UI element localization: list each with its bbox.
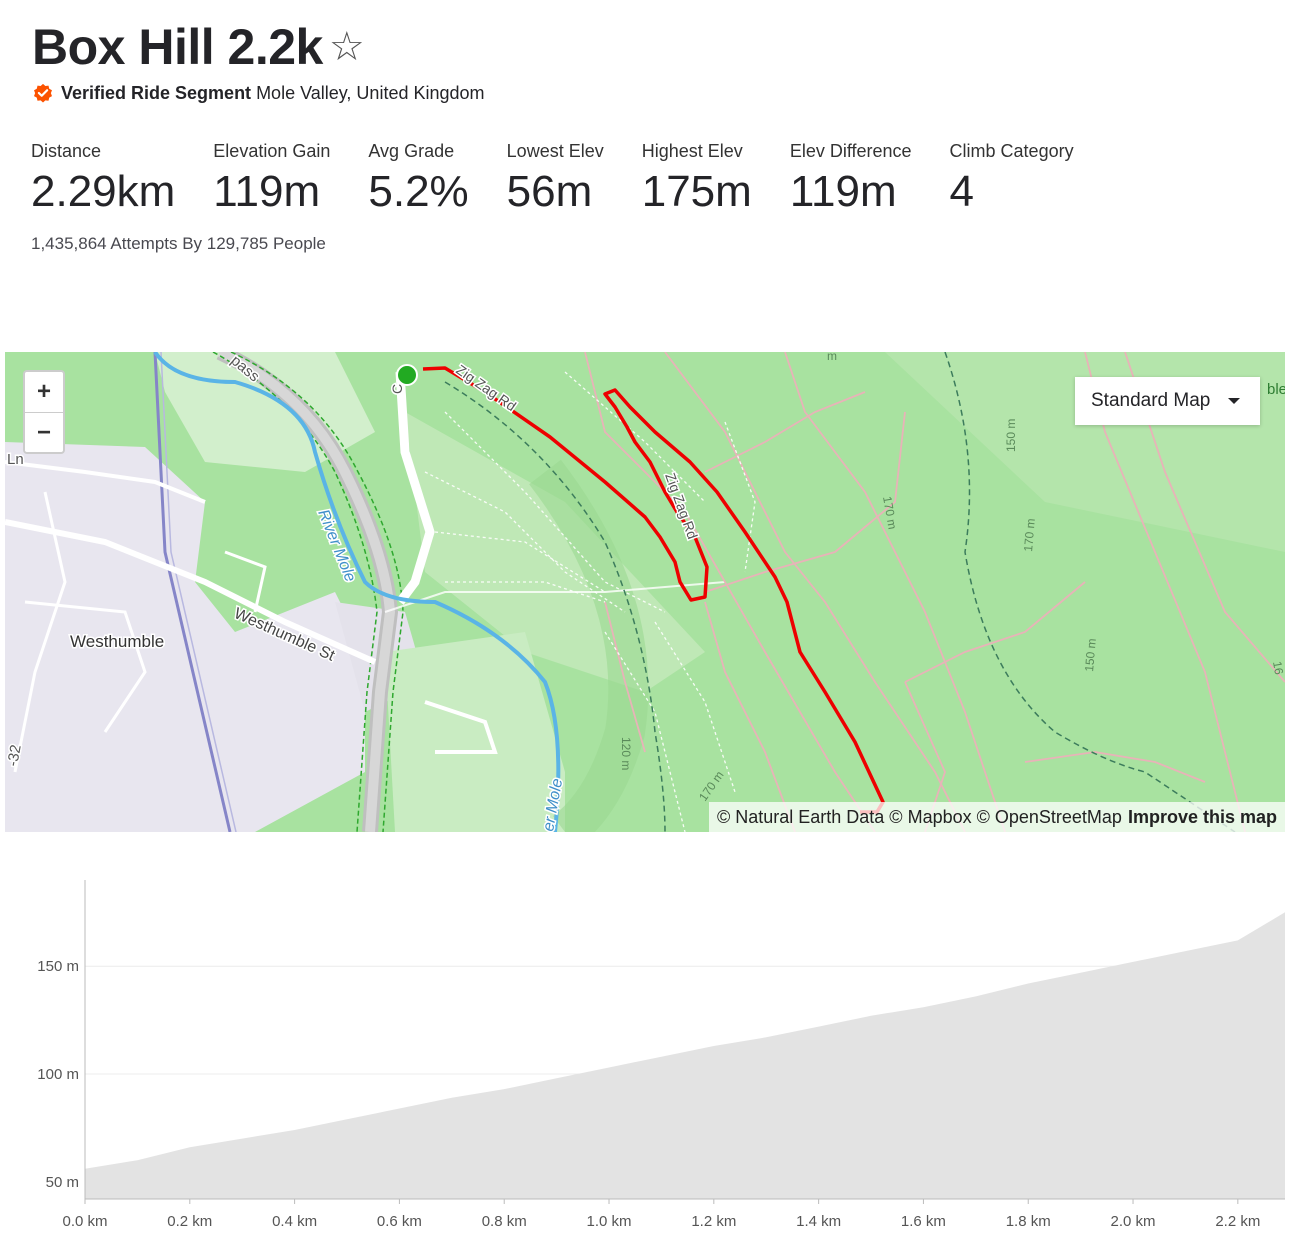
stat-value: 5.2% bbox=[368, 167, 469, 216]
contour-label-150b: 150 m bbox=[1082, 638, 1099, 672]
caret-down-icon bbox=[1228, 398, 1240, 404]
segment-map[interactable]: Westhumble Westhumble St River Mole er M… bbox=[5, 352, 1285, 832]
stat-value: 119m bbox=[789, 167, 897, 216]
stat-label: Climb Category bbox=[949, 141, 1074, 161]
cycle-route-2 bbox=[230, 352, 404, 832]
star-outline-icon[interactable]: ☆ bbox=[328, 25, 365, 69]
stats-row: Distance 2.29km Elevation Gain 119m Avg … bbox=[31, 140, 1112, 218]
stat-highest-elev: Highest Elev 175m bbox=[642, 140, 752, 218]
segment-location: Mole Valley, United Kingdom bbox=[256, 82, 485, 103]
label-road-c: C bbox=[389, 384, 405, 394]
x-tick-label: 0.4 km bbox=[272, 1213, 317, 1230]
contour-label-120: 120 m bbox=[619, 737, 633, 770]
bypass-road-inner bbox=[217, 352, 396, 832]
stat-value: 2.29km bbox=[31, 167, 176, 216]
road-2 bbox=[5, 460, 206, 504]
contour-label-170c: 170 m bbox=[696, 768, 727, 803]
x-tick-label: 1.2 km bbox=[691, 1213, 736, 1230]
zoom-out-button[interactable]: − bbox=[25, 412, 63, 453]
y-tick-label: 50 m bbox=[46, 1174, 79, 1191]
elevation-profile-chart[interactable]: 50 m 100 m 150 m 0.0 km 0.2 km 0.4 km 0.6 km 0.… bbox=[0, 860, 1304, 1252]
zoom-control: + − bbox=[23, 370, 65, 454]
stat-label: Avg Grade bbox=[368, 141, 455, 161]
x-tick-label: 2.2 km bbox=[1215, 1213, 1260, 1230]
stat-label: Elev Difference bbox=[789, 141, 912, 161]
road-6 bbox=[424, 700, 498, 754]
contour-label-m: m bbox=[827, 352, 837, 363]
stat-value: 4 bbox=[949, 167, 975, 216]
y-tick-label: 150 m bbox=[37, 958, 79, 975]
x-tick-label: 1.6 km bbox=[901, 1213, 946, 1230]
title-row: Box Hill 2.2k ☆ bbox=[32, 16, 365, 78]
stat-elevation-gain: Elevation Gain 119m bbox=[213, 140, 330, 218]
label-lane: Ln bbox=[7, 451, 24, 468]
stat-climb-category: Climb Category 4 bbox=[950, 140, 1074, 218]
stat-label: Highest Elev bbox=[641, 141, 743, 161]
verified-label: Verified Ride Segment bbox=[61, 82, 252, 103]
label-road-number: -32 bbox=[5, 743, 25, 767]
contour-label-170b: 170 m bbox=[1021, 518, 1038, 552]
map-style-select[interactable]: Standard Map bbox=[1075, 377, 1260, 425]
x-tick-label: 2.0 km bbox=[1111, 1213, 1156, 1230]
label-zig-zag-rd-2: Zig Zag Rd bbox=[662, 471, 701, 542]
railway-line-2 bbox=[160, 352, 237, 832]
road-3 bbox=[24, 600, 147, 733]
contour-label-150: 150 m bbox=[1004, 419, 1018, 452]
valley-area bbox=[385, 632, 565, 832]
verified-badge-icon bbox=[34, 83, 52, 103]
cycle-route bbox=[212, 352, 378, 832]
stat-value: 175m bbox=[641, 167, 752, 216]
stat-distance: Distance 2.29km bbox=[31, 140, 175, 218]
label-zig-zag-rd: Zig Zag Rd bbox=[453, 361, 519, 414]
improve-map-link[interactable]: Improve this map bbox=[1127, 806, 1277, 827]
x-tick-label: 1.8 km bbox=[1006, 1213, 1051, 1230]
map-canvas[interactable]: Westhumble Westhumble St River Mole er M… bbox=[5, 352, 1285, 832]
stat-lowest-elev: Lowest Elev 56m bbox=[507, 140, 604, 218]
attempts-count: 1,435,864 Attempts By 129,785 People bbox=[31, 234, 326, 253]
road-4 bbox=[13, 491, 67, 773]
stat-value: 56m bbox=[506, 167, 593, 216]
trails bbox=[424, 371, 756, 832]
stat-value: 119m bbox=[213, 167, 321, 216]
contour-label-16: 16 bbox=[1270, 660, 1285, 676]
railway-line bbox=[153, 352, 232, 832]
zoom-in-button[interactable]: + bbox=[36, 378, 51, 405]
stat-avg-grade: Avg Grade 5.2% bbox=[368, 140, 468, 218]
contour-label-170: 170 m bbox=[880, 495, 900, 530]
road-1 bbox=[395, 371, 435, 605]
route-start-marker bbox=[396, 364, 418, 386]
y-tick-label: 100 m bbox=[37, 1066, 79, 1083]
x-tick-label: 0.6 km bbox=[377, 1213, 422, 1230]
stat-elev-difference: Elev Difference 119m bbox=[790, 140, 912, 218]
contour-shade bbox=[529, 459, 649, 832]
x-tick-label: 0.0 km bbox=[62, 1213, 107, 1230]
map-style-label: Standard Map bbox=[1091, 390, 1211, 411]
boundary-lines bbox=[444, 352, 1236, 832]
elevation-area bbox=[85, 912, 1285, 1199]
stat-label: Lowest Elev bbox=[506, 141, 604, 161]
segment-route bbox=[422, 366, 885, 814]
label-able: ble bbox=[1267, 381, 1285, 398]
label-westhumble: Westhumble bbox=[70, 632, 164, 651]
stat-label: Elevation Gain bbox=[213, 141, 331, 161]
x-tick-label: 0.8 km bbox=[482, 1213, 527, 1230]
segment-title: Box Hill 2.2k bbox=[32, 19, 323, 75]
x-tick-label: 0.2 km bbox=[167, 1213, 212, 1230]
westhumble-street bbox=[5, 519, 377, 665]
x-tick-label: 1.4 km bbox=[796, 1213, 841, 1230]
river-mole bbox=[153, 352, 561, 832]
road-5 bbox=[224, 550, 267, 613]
attribution-text[interactable]: © Natural Earth Data © Mapbox © OpenStre… bbox=[716, 806, 1122, 827]
map-attribution: © Natural Earth Data © Mapbox © OpenStre… bbox=[708, 802, 1285, 832]
segment-subtitle: Verified Ride Segment Mole Valley, Unite… bbox=[32, 82, 485, 104]
x-tick-label: 1.0 km bbox=[587, 1213, 632, 1230]
stat-label: Distance bbox=[31, 141, 102, 161]
